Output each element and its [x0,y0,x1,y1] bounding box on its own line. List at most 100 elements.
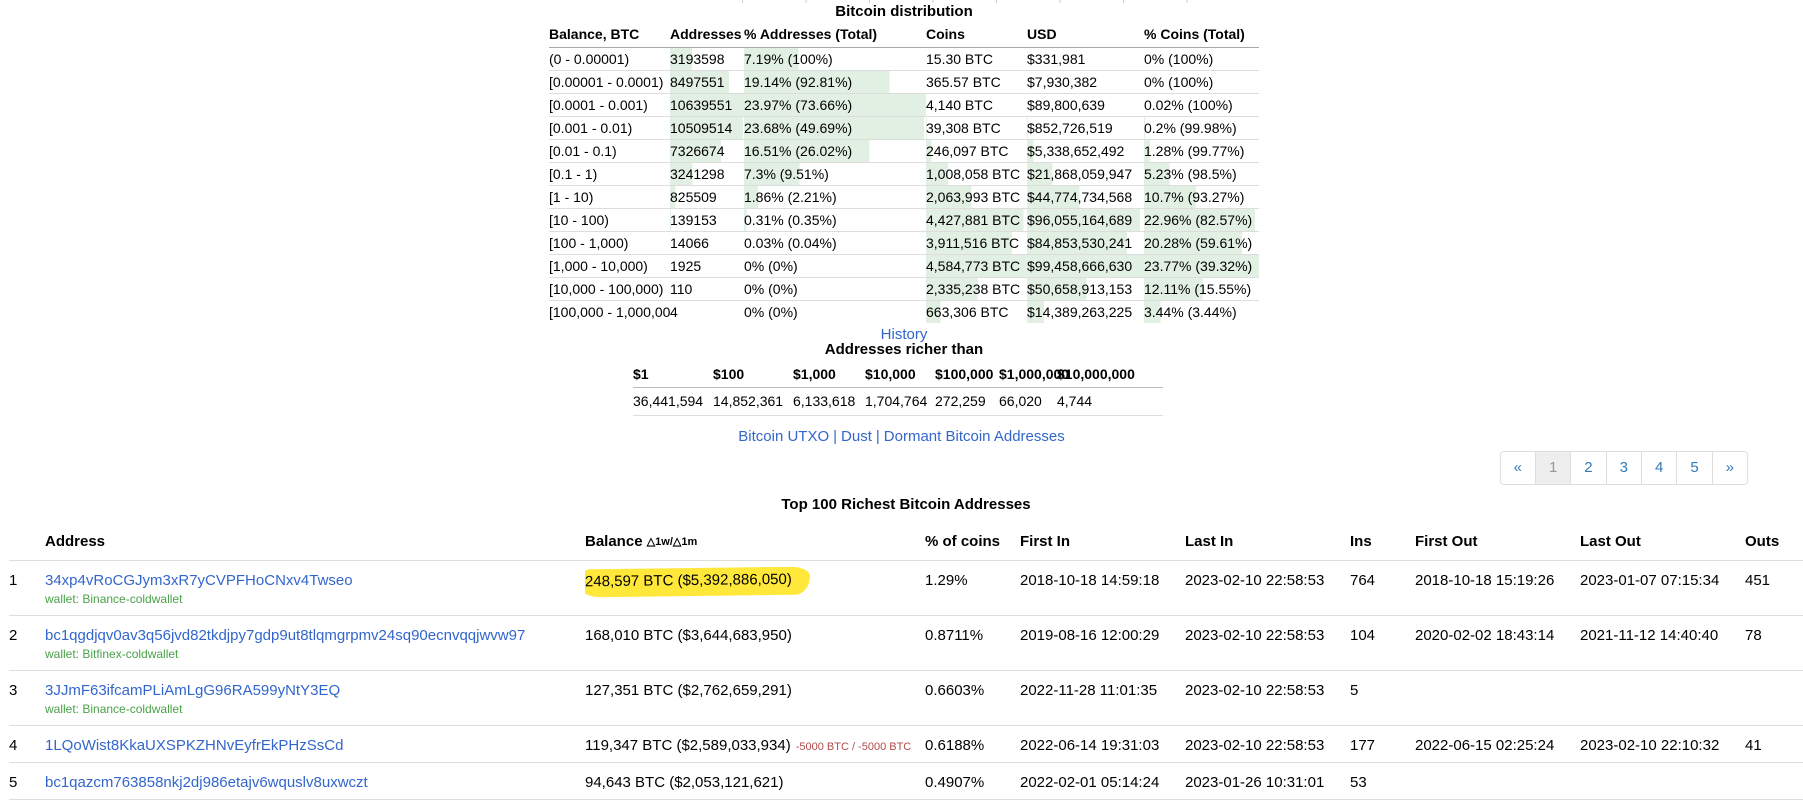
last-out [1580,670,1745,726]
ins: 177 [1350,725,1415,763]
page-2-button[interactable]: 2 [1571,451,1607,485]
balance-text: 94,643 BTC ($2,053,121,621) [585,774,784,791]
richer-col-10k: $10,000 [865,363,935,388]
table-row: [1,000 - 10,000) 1925 0% (0%) 4,584,773 BTC… [549,254,1259,278]
col-first-out: First Out [1415,527,1580,561]
col-balance-btc: Balance, BTC [549,23,670,48]
page-5-button[interactable]: 5 [1677,451,1713,485]
distribution-header-row: Balance, BTC Addresses % Addresses (Tota… [549,23,1259,48]
dust-link[interactable]: Dust [841,428,872,445]
col-usd: USD [1027,23,1144,48]
pct-of-coins: 0.8711% [925,615,1020,671]
outs [1745,762,1803,800]
col-rank [9,527,45,561]
richer-than-table: $1 $100 $1,000 $10,000 $100,000 $1,000,0… [633,363,1163,416]
richer-col-100k: $100,000 [935,363,999,388]
richer-col-1m: $1,000,000 [999,363,1069,388]
bitcoin-distribution-section: Bitcoin distribution Balance, BTC Addres… [549,3,1259,343]
col-ins: Ins [1350,527,1415,561]
richer-header-row: $1 $100 $1,000 $10,000 $100,000 $1,000,0… [633,363,1163,388]
top100-title: Top 100 Richest Bitcoin Addresses [781,496,1031,513]
dormant-addresses-link[interactable]: Dormant Bitcoin Addresses [883,428,1065,445]
pct-of-coins: 0.6603% [925,670,1020,726]
col-balance: Balance △1w/△1m [585,527,925,561]
rank-cell: 3 [9,670,45,726]
balance-text: 119,347 BTC ($2,589,033,934) [585,737,791,754]
top100-section: Top 100 Richest Bitcoin Addresses Addres… [9,496,1803,800]
richer-values-row: 36,441,594 14,852,361 6,133,618 1,704,76… [633,387,1163,416]
wallet-link[interactable]: wallet: Bitfinex-coldwallet [45,647,179,661]
bitcoin-utxo-link[interactable]: Bitcoin UTXO [738,428,830,445]
first-in: 2018-10-18 14:59:18 [1020,560,1185,616]
table-row: [100,000 - 1,000,000) 4 0% (0%) 663,306 BTC… [549,300,1259,323]
table-row: 5 bc1qazcm763858nkj2dj986etajv6wquslv8ux… [9,762,1803,800]
last-in: 2023-02-10 22:58:53 [1185,670,1350,726]
first-in: 2019-08-16 12:00:29 [1020,615,1185,671]
table-row: [10,000 - 100,000) 110 0% (0%) 2,335,238 BT… [549,277,1259,301]
first-in: 2022-11-28 11:01:35 [1020,670,1185,726]
rank-cell: 5 [9,762,45,800]
page-next-button[interactable]: » [1712,451,1748,485]
link-separator: | [875,428,880,445]
address-link[interactable]: bc1qgdjqv0av3q56jvd82tkdjpy7gdp9ut8tlqmg… [45,627,526,644]
wallet-link[interactable]: wallet: Binance-coldwallet [45,592,183,606]
address-link[interactable]: 34xp4vRoCGJym3xR7yCVPFHoCNxv4Twseo [45,572,353,589]
balance-highlight: 248,597 BTC ($5,392,886,050) [585,566,810,598]
col-addresses: Addresses [670,23,744,48]
distribution-title: Bitcoin distribution [835,3,973,20]
balance-delta-label: △1w/△1m [646,536,698,548]
outs [1745,670,1803,726]
table-row: [100 - 1,000) 14066 0.03% (0.04%) 3,911,516… [549,231,1259,255]
table-row: [0.0001 - 0.001) 10639551 23.97% (73.66%) 4… [549,93,1259,117]
address-link[interactable]: 3JJmF63ifcamPLiAmLgG96RA599yNtY3EQ [45,682,341,699]
address-link[interactable]: 1LQoWist8KkaUXSPKZHNvEyfrEkPHzSsCd [45,737,344,754]
richer-col-10m: $10,000,000 [1057,363,1163,388]
rank-cell: 1 [9,560,45,616]
richer-col-1k: $1,000 [793,363,865,388]
table-row: 2 bc1qgdjqv0av3q56jvd82tkdjpy7gdp9ut8tlq… [9,615,1803,671]
pagination: « 1 2 3 4 5 » [1499,451,1748,485]
table-row: (0 - 0.00001) 3193598 7.19% (100%) 15.30 BT… [549,47,1259,71]
wallet-link[interactable]: wallet: Binance-coldwallet [45,702,183,716]
table-row: [0.01 - 0.1) 7326674 16.51% (26.02%) 246,09… [549,139,1259,163]
last-in: 2023-02-10 22:58:53 [1185,615,1350,671]
page-1-button[interactable]: 1 [1535,451,1572,485]
ins: 53 [1350,762,1415,800]
first-out: 2022-06-15 02:25:24 [1415,725,1580,763]
col-outs: Outs [1745,527,1803,561]
balance-text: 168,010 BTC ($3,644,683,950) [585,627,792,644]
page-4-button[interactable]: 4 [1641,451,1678,485]
outs: 78 [1745,615,1803,671]
col-last-out: Last Out [1580,527,1745,561]
col-first-in: First In [1020,527,1185,561]
last-out [1580,762,1745,800]
address-link[interactable]: bc1qazcm763858nkj2dj986etajv6wquslv8uxwc… [45,774,368,791]
col-coins: Coins [926,23,1027,48]
last-in: 2023-02-10 22:58:53 [1185,725,1350,763]
page-prev-button[interactable]: « [1499,451,1536,485]
page-3-button[interactable]: 3 [1606,451,1642,485]
first-out [1415,670,1580,726]
top100-header-row: Address Balance △1w/△1m % of coins First… [9,527,1803,561]
table-row: 1 34xp4vRoCGJym3xR7yCVPFHoCNxv4Twseo wall… [9,560,1803,616]
bitcoin-distribution-table: Balance, BTC Addresses % Addresses (Tota… [549,23,1259,323]
pct-of-coins: 1.29% [925,560,1020,616]
table-row: [10 - 100) 139153 0.31% (0.35%) 4,427,881 B… [549,208,1259,232]
history-link[interactable]: History [880,326,928,343]
table-row: [1 - 10) 825509 1.86% (2.21%) 2,063,993 BTC… [549,185,1259,209]
clipped-table-edge [742,0,1250,3]
first-out: 2018-10-18 15:19:26 [1415,560,1580,616]
link-separator: | [833,428,838,445]
ins: 5 [1350,670,1415,726]
outs: 41 [1745,725,1803,763]
last-out: 2023-02-10 22:10:32 [1580,725,1745,763]
ins: 104 [1350,615,1415,671]
last-in: 2023-02-10 22:58:53 [1185,560,1350,616]
rank-cell: 2 [9,615,45,671]
last-out: 2023-01-07 07:15:34 [1580,560,1745,616]
col-pct-coins: % Coins (Total) [1144,23,1259,48]
first-in: 2022-02-01 05:14:24 [1020,762,1185,800]
first-out [1415,762,1580,800]
pct-of-coins: 0.6188% [925,725,1020,763]
last-out: 2021-11-12 14:40:40 [1580,615,1745,671]
